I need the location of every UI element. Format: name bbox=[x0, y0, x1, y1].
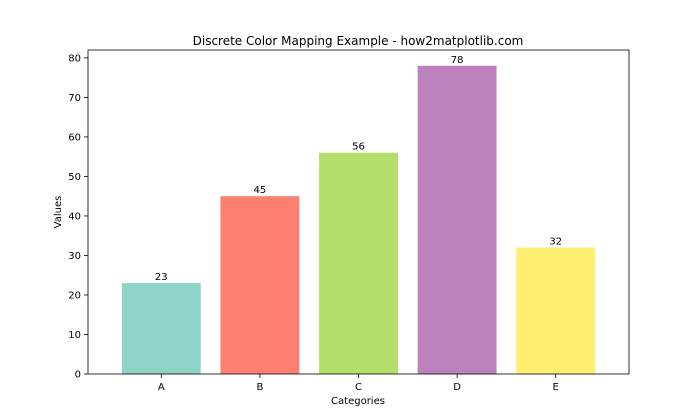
y-tick-label: 60 bbox=[68, 132, 81, 143]
bar-D bbox=[417, 65, 497, 375]
plot-area: 23 45 56 78 32 bbox=[121, 55, 596, 375]
bar-C bbox=[319, 152, 398, 374]
x-tick-label-D: D bbox=[453, 382, 461, 393]
y-tick-label: 70 bbox=[68, 93, 81, 104]
y-axis: 0 10 20 30 40 50 60 70 80 bbox=[68, 53, 88, 381]
data-label-A: 23 bbox=[155, 272, 168, 283]
y-tick-label: 80 bbox=[68, 53, 81, 64]
y-axis-label: Values bbox=[53, 196, 64, 229]
x-tick-label-E: E bbox=[553, 382, 559, 393]
y-tick-label: 40 bbox=[68, 211, 81, 222]
y-tick-label: 10 bbox=[68, 330, 81, 341]
x-axis: A B C D E bbox=[158, 374, 559, 393]
y-tick-label: 0 bbox=[75, 370, 81, 381]
x-tick-label-A: A bbox=[158, 382, 165, 393]
x-axis-label: Categories bbox=[331, 396, 385, 407]
data-label-C: 56 bbox=[352, 142, 365, 153]
y-tick-label: 30 bbox=[68, 251, 81, 262]
x-tick-label-B: B bbox=[256, 382, 263, 393]
bar-B bbox=[220, 196, 300, 374]
chart-title: Discrete Color Mapping Example - how2mat… bbox=[193, 34, 524, 48]
bar-E bbox=[516, 247, 596, 374]
bar-A bbox=[121, 283, 201, 374]
data-label-D: 78 bbox=[451, 55, 464, 66]
data-label-E: 32 bbox=[549, 237, 562, 248]
y-tick-label: 50 bbox=[68, 172, 81, 183]
data-label-B: 45 bbox=[254, 185, 267, 196]
y-tick-label: 20 bbox=[68, 290, 81, 301]
x-tick-label-C: C bbox=[355, 382, 362, 393]
